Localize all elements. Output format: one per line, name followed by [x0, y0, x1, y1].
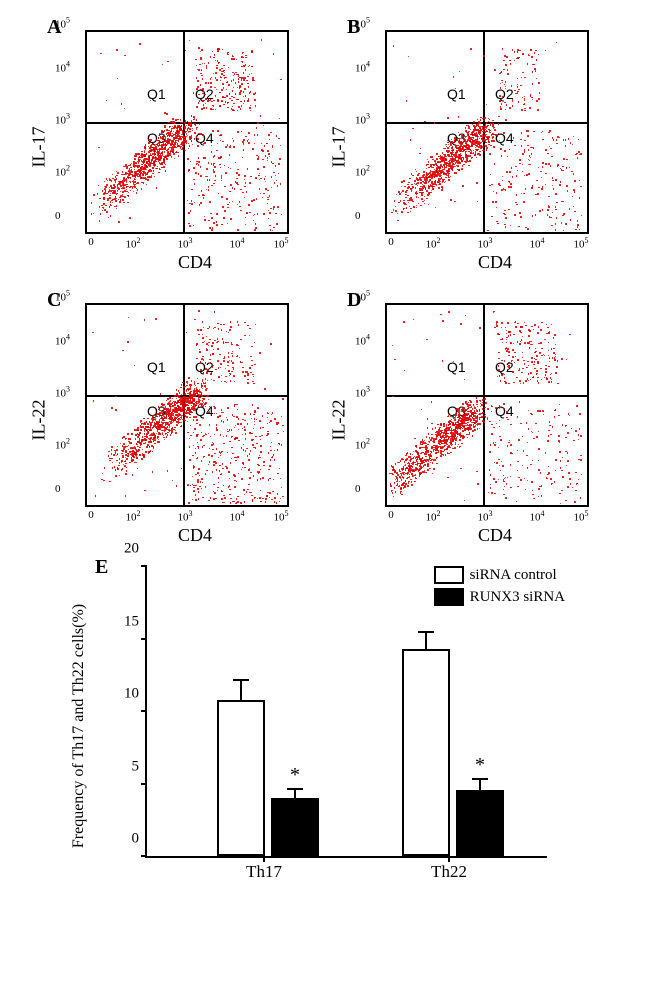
- y-tick: 103: [355, 385, 370, 400]
- flow-panel-C: CIL-220102103104105Q1Q2Q3Q40102103104105…: [45, 293, 305, 546]
- y-tick: 102: [355, 437, 370, 452]
- error-bar: [240, 680, 242, 702]
- y-tick: 103: [55, 385, 70, 400]
- quadrant-label-Q4: Q4: [495, 403, 514, 419]
- x-axis-label: CD4: [385, 252, 605, 273]
- x-axis-label: CD4: [385, 525, 605, 546]
- y-tick-label: 20: [109, 541, 139, 558]
- y-tick: 104: [55, 60, 70, 75]
- category-label-Th17: Th17: [246, 862, 282, 882]
- y-tick: 103: [355, 112, 370, 127]
- y-tick: 0: [355, 483, 361, 495]
- error-cap: [418, 631, 434, 633]
- flow-panel-A: AIL-170102103104105Q1Q2Q3Q40102103104105…: [45, 20, 305, 273]
- category-tick: [263, 856, 265, 862]
- y-tick: 0: [55, 210, 61, 222]
- y-tick: 0: [355, 210, 361, 222]
- bar-chart: 05101520*Th17*Th22: [145, 566, 585, 886]
- y-tick: 103: [55, 112, 70, 127]
- y-tick: 102: [55, 164, 70, 179]
- quadrant-label-Q1: Q1: [447, 86, 466, 102]
- y-tick: 104: [55, 333, 70, 348]
- error-cap: [287, 788, 303, 790]
- gate-horizontal: [387, 395, 587, 397]
- bar-group-Th22: *: [402, 649, 504, 856]
- x-tick: 104: [530, 236, 545, 251]
- panel-row: CIL-220102103104105Q1Q2Q3Q40102103104105…: [20, 293, 630, 546]
- x-tick: 0: [88, 236, 94, 248]
- y-tick-mark: [141, 783, 147, 785]
- y-tick: 105: [55, 289, 70, 304]
- y-axis-label: IL-17: [329, 126, 350, 167]
- y-axis-label: IL-17: [29, 126, 50, 167]
- bar-Th22-white: [402, 649, 450, 856]
- quadrant-label-Q1: Q1: [447, 359, 466, 375]
- gate-vertical: [483, 305, 485, 505]
- category-label-Th22: Th22: [431, 862, 467, 882]
- y-tick: 102: [55, 437, 70, 452]
- y-tick: 105: [355, 16, 370, 31]
- significance-marker: *: [290, 764, 300, 787]
- y-tick-label: 15: [109, 613, 139, 630]
- error-bar: [479, 779, 481, 792]
- error-cap: [472, 778, 488, 780]
- x-tick: 104: [230, 509, 245, 524]
- x-tick: 102: [426, 236, 441, 251]
- x-tick: 102: [426, 509, 441, 524]
- x-tick: 103: [178, 509, 193, 524]
- y-tick: 0: [55, 483, 61, 495]
- y-tick-mark: [141, 855, 147, 857]
- x-tick: 104: [530, 509, 545, 524]
- x-tick: 0: [88, 509, 94, 521]
- x-tick: 103: [178, 236, 193, 251]
- bar-axes: 05101520*Th17*Th22: [145, 566, 547, 858]
- x-axis-label: CD4: [85, 252, 305, 273]
- y-tick-mark: [141, 638, 147, 640]
- y-tick: 102: [355, 164, 370, 179]
- flow-panel-D: DIL-220102103104105Q1Q2Q3Q40102103104105…: [345, 293, 605, 546]
- y-tick: 104: [355, 333, 370, 348]
- y-tick-mark: [141, 710, 147, 712]
- scatter-plot: Q1Q2Q3Q4: [385, 303, 589, 507]
- bar-group-Th17: *: [217, 700, 319, 856]
- bar-Th17-white: [217, 700, 265, 856]
- y-axis-label: IL-22: [29, 399, 50, 440]
- error-bar: [425, 632, 427, 651]
- y-tick-label: 5: [109, 758, 139, 775]
- flow-panel-B: BIL-170102103104105Q1Q2Q3Q40102103104105…: [345, 20, 605, 273]
- y-tick-mark: [141, 565, 147, 567]
- x-tick: 105: [274, 236, 289, 251]
- y-tick: 105: [55, 16, 70, 31]
- x-tick: 0: [388, 509, 394, 521]
- x-tick: 105: [274, 509, 289, 524]
- panel-row: AIL-170102103104105Q1Q2Q3Q40102103104105…: [20, 20, 630, 273]
- bar-Th22-black: *: [456, 790, 504, 856]
- x-tick: 0: [388, 236, 394, 248]
- y-tick-label: 0: [109, 831, 139, 848]
- panel-label-E: E: [95, 556, 108, 579]
- bar-chart-panel: E Frequency of Th17 and Th22 cells(%) si…: [65, 566, 585, 886]
- x-tick: 103: [478, 236, 493, 251]
- scatter-plot: Q1Q2Q3Q4: [85, 303, 289, 507]
- quadrant-label-Q1: Q1: [147, 359, 166, 375]
- y-tick: 105: [355, 289, 370, 304]
- x-tick: 105: [574, 509, 589, 524]
- scatter-plot: Q1Q2Q3Q4: [385, 30, 589, 234]
- y-tick-label: 10: [109, 686, 139, 703]
- x-tick: 105: [574, 236, 589, 251]
- scatter-plot: Q1Q2Q3Q4: [85, 30, 289, 234]
- x-tick: 102: [126, 509, 141, 524]
- bar-y-axis-label: Frequency of Th17 and Th22 cells(%): [70, 604, 88, 848]
- x-tick: 103: [478, 509, 493, 524]
- x-tick: 102: [126, 236, 141, 251]
- category-tick: [448, 856, 450, 862]
- error-bar: [294, 789, 296, 801]
- y-axis-label: IL-22: [329, 399, 350, 440]
- significance-marker: *: [475, 754, 485, 777]
- bar-Th17-black: *: [271, 798, 319, 856]
- y-tick: 104: [355, 60, 370, 75]
- x-tick: 104: [230, 236, 245, 251]
- error-cap: [233, 679, 249, 681]
